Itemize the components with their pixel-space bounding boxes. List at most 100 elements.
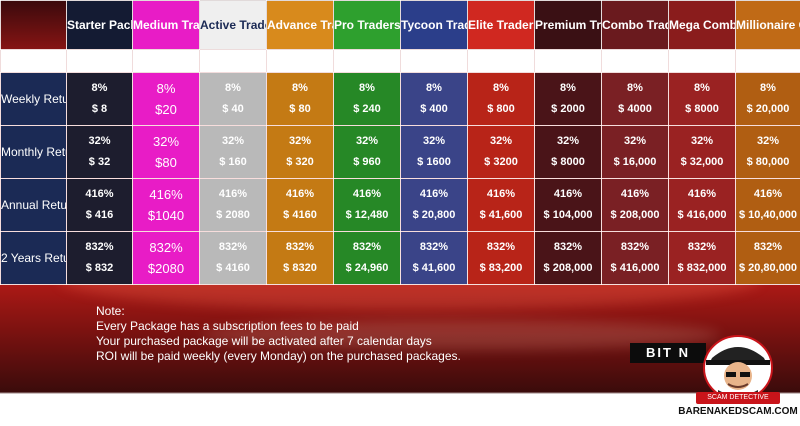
note-heading: Note:: [96, 304, 125, 318]
return-amount: $ 400: [420, 103, 448, 115]
return-percent: 416%: [285, 188, 315, 200]
return-amount: $ 8: [91, 103, 108, 115]
return-percent: 416%: [419, 188, 449, 200]
package-header: Millionaire Combo Traders: [735, 0, 800, 50]
return-percent: 416%: [85, 188, 114, 200]
return-amount: $ 2000: [551, 103, 585, 115]
price-cell: $10000: [467, 49, 535, 73]
price-cell: $ 100: [66, 49, 133, 73]
return-amount: $ 4000: [618, 103, 652, 115]
package-header: Active Traders: [199, 0, 267, 50]
return-amount: $ 208,000: [543, 262, 593, 274]
package-header: Pro Traders: [333, 0, 401, 50]
row-label-monthly: Monthly Return: [0, 125, 67, 179]
return-percent: 8%: [225, 82, 241, 94]
return-cell: 8% $ 400: [400, 72, 468, 126]
return-percent: 832%: [687, 241, 717, 253]
return-percent: 8%: [627, 82, 643, 94]
return-amount: $20: [155, 102, 177, 117]
return-cell: 8% $ 80: [266, 72, 334, 126]
return-amount: $ 416,000: [610, 262, 660, 274]
return-cell: 8% $ 240: [333, 72, 401, 126]
return-cell: 32% $ 16,000: [601, 125, 669, 179]
return-cell: 8% $ 8000: [668, 72, 736, 126]
return-cell: 416% $1040: [132, 178, 200, 232]
return-amount: $ 8000: [551, 156, 585, 168]
price-cell: $3000: [333, 49, 401, 73]
return-amount: $ 41,600: [479, 209, 523, 221]
return-cell: 832% $ 83,200: [467, 231, 535, 285]
return-percent: 8%: [359, 82, 375, 94]
return-percent: 32%: [221, 135, 245, 147]
return-cell: 832% $ 20,80,000: [735, 231, 800, 285]
return-amount: $ 20,80,000: [738, 262, 798, 274]
return-cell: 832% $ 41,600: [400, 231, 468, 285]
return-cell: 32% $ 160: [199, 125, 267, 179]
return-row-annual: Annual Return 416% $ 416 416% $1040 416% $ 208…: [0, 178, 800, 232]
return-amount: $ 10,40,000: [738, 209, 798, 221]
return-cell: 416% $ 4160: [266, 178, 334, 232]
return-percent: 832%: [85, 241, 114, 253]
note-line: Every Package has a subscription fees to…: [96, 319, 359, 333]
return-amount: $ 8320: [283, 262, 317, 274]
return-percent: 832%: [419, 241, 449, 253]
return-amount: $80: [155, 155, 177, 170]
return-amount: $ 104,000: [543, 209, 593, 221]
return-cell: 416% $ 104,000: [534, 178, 602, 232]
return-percent: 832%: [285, 241, 315, 253]
return-cell: 832% $ 832: [66, 231, 133, 285]
return-cell: 416% $ 2080: [199, 178, 267, 232]
package-header: Combo Traders: [601, 0, 669, 50]
price-cell: $50000: [601, 49, 669, 73]
return-amount: $ 8000: [685, 103, 719, 115]
return-percent: 32%: [152, 134, 180, 149]
return-amount: $ 2080: [216, 209, 250, 221]
return-percent: 416%: [486, 188, 516, 200]
return-amount: $ 416,000: [677, 209, 727, 221]
price-cell: $250: [132, 49, 200, 73]
return-percent: 832%: [352, 241, 382, 253]
price-cell: $25000: [534, 49, 602, 73]
watermark-site: BARENAKEDSCAM.COM: [678, 406, 798, 417]
return-amount: $ 12,480: [345, 209, 389, 221]
return-percent: 8%: [560, 82, 576, 94]
package-header: Starter Pack: [66, 0, 133, 50]
return-cell: 832% $ 24,960: [333, 231, 401, 285]
return-amount: $ 1600: [417, 156, 451, 168]
return-percent: 32%: [756, 135, 780, 147]
return-cell: 8% $ 8: [66, 72, 133, 126]
return-amount: $ 240: [353, 103, 381, 115]
return-cell: 832% $ 208,000: [534, 231, 602, 285]
return-amount: $ 160: [219, 156, 247, 168]
return-percent: 416%: [218, 188, 248, 200]
package-header: Premium Traders: [534, 0, 602, 50]
return-percent: 416%: [553, 188, 583, 200]
return-percent: 32%: [355, 135, 379, 147]
return-cell: 416% $ 20,800: [400, 178, 468, 232]
note-section: Note: Every Package has a subscription f…: [96, 304, 461, 364]
return-cell: 832% $2080: [132, 231, 200, 285]
return-amount: $1040: [147, 208, 185, 223]
return-cell: 416% $ 12,480: [333, 178, 401, 232]
package-header: Mega Combo Traders: [668, 0, 736, 50]
return-percent: 32%: [422, 135, 446, 147]
return-amount: $ 3200: [484, 156, 518, 168]
return-percent: 8%: [156, 81, 176, 96]
price-row: Price $ 100 $250 $500 $1000 $3000 $5000 $10000 $…: [0, 49, 800, 73]
return-percent: 32%: [489, 135, 513, 147]
return-amount: $ 800: [487, 103, 515, 115]
return-amount: $ 20,800: [412, 209, 456, 221]
return-cell: 416% $ 208,000: [601, 178, 669, 232]
price-cell: $250000: [735, 49, 800, 73]
return-cell: 8% $20: [132, 72, 200, 126]
return-amount: $ 416: [85, 209, 114, 221]
return-row-weekly: Weekly Return8%$ 88%$208%$ 408%$ 808%$ 2…: [0, 72, 800, 126]
return-amount: $ 4160: [283, 209, 317, 221]
return-amount: $ 32: [88, 156, 111, 168]
return-amount: $ 4160: [216, 262, 250, 274]
scam-detective-watermark: SCAM DETECTIVE BARENAKEDSCAM.COM: [676, 328, 800, 426]
row-label-price: Price: [0, 49, 67, 73]
price-cell: $500: [199, 49, 267, 73]
